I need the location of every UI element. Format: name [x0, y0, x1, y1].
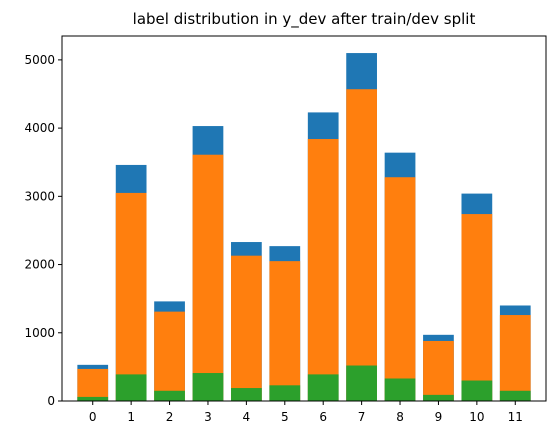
- bar-series1-0: [77, 368, 109, 401]
- bar-series2-11: [499, 390, 531, 401]
- y-tick-label: 2000: [24, 258, 55, 272]
- bar-series2-0: [77, 396, 109, 401]
- bar-series2-3: [192, 373, 224, 401]
- bar-series1-10: [461, 214, 493, 401]
- x-tick-label: 5: [281, 410, 289, 424]
- x-tick-label: 0: [89, 410, 97, 424]
- y-tick-label: 4000: [24, 121, 55, 135]
- bar-series1-11: [499, 315, 531, 401]
- bar-series2-2: [154, 390, 185, 401]
- y-tick-label: 3000: [24, 189, 55, 203]
- x-tick-label: 6: [319, 410, 327, 424]
- x-axis-ticks: 0 1 2 3 4 5 6 7 8 9 10 11: [89, 401, 523, 424]
- x-tick-label: 8: [396, 410, 404, 424]
- chart-title: label distribution in y_dev after train/…: [133, 10, 476, 29]
- bar-series2-6: [307, 374, 339, 401]
- x-tick-label: 10: [469, 410, 484, 424]
- x-tick-label: 11: [508, 410, 523, 424]
- x-tick-label: 2: [166, 410, 174, 424]
- x-tick-label: 3: [204, 410, 212, 424]
- bar-series2-5: [269, 385, 301, 401]
- bar-series2-1: [115, 374, 147, 401]
- bar-series1-3: [192, 154, 224, 401]
- y-tick-label: 0: [47, 394, 55, 408]
- plot-frame: [61, 35, 547, 402]
- bar-series2-10: [461, 380, 493, 401]
- bar-series2-7: [346, 365, 377, 401]
- x-tick-label: 9: [435, 410, 443, 424]
- bars-group: [77, 53, 531, 402]
- bar-series1-1: [115, 192, 147, 401]
- bar-series2-9: [423, 394, 454, 401]
- bar-series1-4: [231, 255, 262, 401]
- x-tick-label: 4: [243, 410, 251, 424]
- bar-series1-6: [307, 139, 339, 401]
- bar-series1-5: [269, 261, 301, 401]
- bar-series1-7: [346, 89, 377, 402]
- bar-series1-9: [423, 340, 454, 401]
- bar-series1-8: [384, 177, 416, 401]
- y-tick-label: 1000: [24, 326, 55, 340]
- bar-series2-4: [231, 388, 262, 401]
- y-tick-label: 5000: [24, 53, 55, 67]
- bar-series2-8: [384, 378, 416, 401]
- y-axis-ticks: 0 1000 2000 3000 4000 5000: [24, 53, 62, 408]
- x-tick-label: 7: [358, 410, 366, 424]
- bar-series1-2: [154, 311, 185, 401]
- x-tick-label: 1: [127, 410, 135, 424]
